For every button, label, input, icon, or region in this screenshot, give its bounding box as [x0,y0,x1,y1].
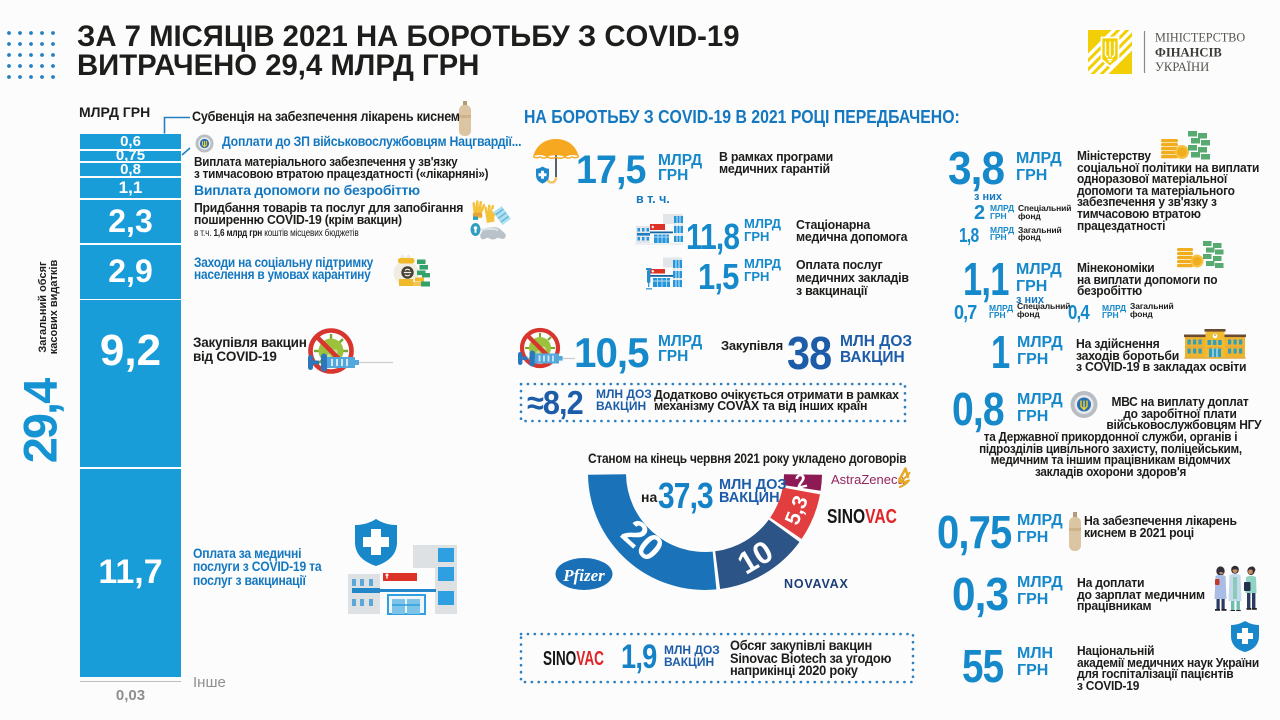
svg-text:Pfizer: Pfizer [562,566,605,585]
svg-text:2: 2 [793,470,809,494]
svg-text:МІНІСТЕРСТВО: МІНІСТЕРСТВО [1155,31,1245,45]
svg-text:ФІНАНСІВ: ФІНАНСІВ [1155,46,1222,60]
svg-text:УКРАЇНИ: УКРАЇНИ [1155,60,1209,74]
